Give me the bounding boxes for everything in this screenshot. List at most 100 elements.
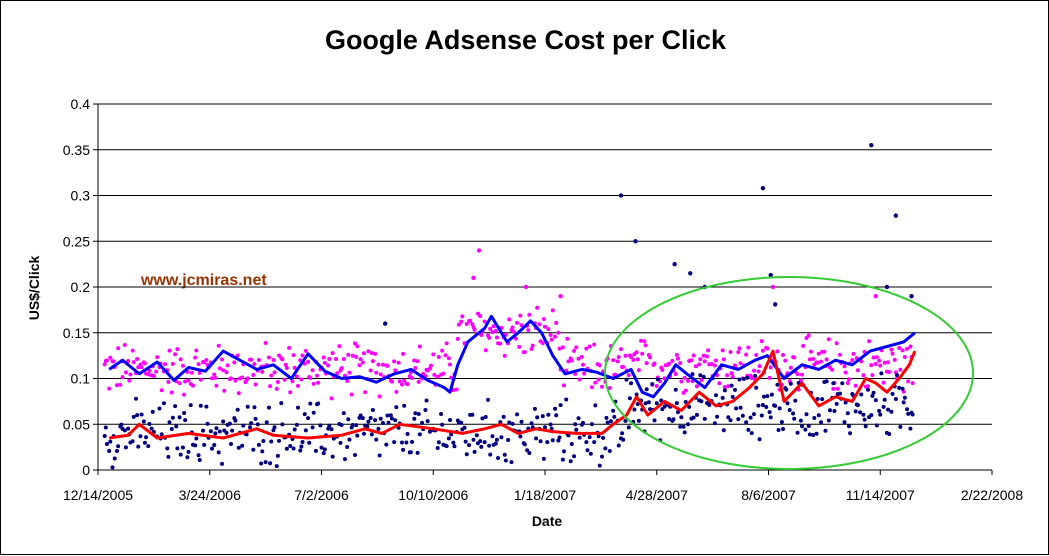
scatter-point (574, 345, 579, 350)
scatter-point (701, 374, 706, 379)
scatter-point (316, 380, 321, 385)
scatter-point (655, 377, 660, 382)
scatter-point (385, 363, 390, 368)
scatter-point (648, 355, 653, 360)
scatter-point (513, 336, 518, 341)
scatter-point (597, 363, 602, 368)
scatter-point (749, 376, 754, 381)
scatter-point (170, 361, 175, 366)
scatter-point (283, 362, 288, 367)
scatter-point (788, 381, 793, 386)
scatter-point (322, 360, 327, 365)
scatter-point (754, 385, 759, 390)
scatter-point (890, 351, 895, 356)
scatter-point (386, 420, 391, 425)
scatter-point (392, 440, 397, 445)
scatter-point (621, 437, 626, 442)
scatter-point (306, 416, 311, 421)
scatter-point (550, 438, 555, 443)
scatter-point (869, 363, 874, 368)
scatter-point (412, 358, 417, 363)
scatter-point (440, 422, 445, 427)
scatter-point (707, 402, 712, 407)
scatter-point (592, 440, 597, 445)
scatter-point (834, 401, 839, 406)
scatter-point (380, 362, 385, 367)
scatter-point (729, 371, 734, 376)
scatter-point (751, 368, 756, 373)
scatter-point (149, 426, 154, 431)
scatter-point (214, 426, 219, 431)
scatter-point (102, 434, 107, 439)
scatter-point (822, 349, 827, 354)
scatter-point (819, 359, 824, 364)
scatter-point (444, 341, 449, 346)
scatter-point (773, 302, 778, 307)
scatter-point (601, 435, 606, 440)
scatter-point (699, 378, 704, 383)
scatter-point (757, 364, 762, 369)
scatter-point (116, 346, 121, 351)
scatter-point (404, 440, 409, 445)
scatter-point (429, 363, 434, 368)
scatter-point (377, 453, 382, 458)
scatter-point (788, 365, 793, 370)
scatter-point (757, 437, 762, 442)
scatter-point (401, 447, 406, 452)
scatter-point (354, 423, 359, 428)
x-tick-label: 1/18/2007 (514, 487, 576, 503)
scatter-point (300, 439, 305, 444)
scatter-point (159, 388, 164, 393)
scatter-point (874, 423, 879, 428)
scatter-point (715, 414, 720, 419)
scatter-point (629, 355, 634, 360)
scatter-point (858, 410, 863, 415)
scatter-point (587, 435, 592, 440)
scatter-point (801, 343, 806, 348)
scatter-point (548, 422, 553, 427)
scatter-point (785, 401, 790, 406)
scatter-point (228, 376, 233, 381)
scatter-point (394, 389, 399, 394)
scatter-point (728, 350, 733, 355)
scatter-point (266, 355, 271, 360)
scatter-point (224, 430, 229, 435)
scatter-point (313, 448, 318, 453)
scatter-point (582, 371, 587, 376)
scatter-point (546, 412, 551, 417)
scatter-point (826, 337, 831, 342)
scatter-point (902, 395, 907, 400)
scatter-point (795, 430, 800, 435)
scatter-point (577, 377, 582, 382)
scatter-point (870, 393, 875, 398)
scatter-point (269, 373, 274, 378)
scatter-point (272, 425, 277, 430)
scatter-point (488, 326, 493, 331)
scatter-point (327, 356, 332, 361)
scatter-point (906, 379, 911, 384)
scatter-point (691, 353, 696, 358)
scatter-point (652, 418, 657, 423)
scatter-point (339, 423, 344, 428)
scatter-point (345, 444, 350, 449)
scatter-point (902, 355, 907, 360)
scatter-point (310, 368, 315, 373)
scatter-point (694, 412, 699, 417)
scatter-point (572, 454, 577, 459)
scatter-point (722, 388, 727, 393)
scatter-point (214, 383, 219, 388)
scatter-point (183, 379, 188, 384)
scatter-point (672, 261, 677, 267)
scatter-point (779, 419, 784, 424)
scatter-point (118, 382, 123, 387)
scatter-point (126, 358, 131, 363)
scatter-point (770, 284, 776, 290)
scatter-point (204, 357, 209, 362)
scatter-point (842, 420, 847, 425)
scatter-point (180, 445, 185, 450)
scatter-point (712, 421, 717, 426)
scatter-point (292, 427, 297, 432)
scatter-point (139, 412, 144, 417)
scatter-point (294, 374, 299, 379)
scatter-point (216, 343, 221, 348)
